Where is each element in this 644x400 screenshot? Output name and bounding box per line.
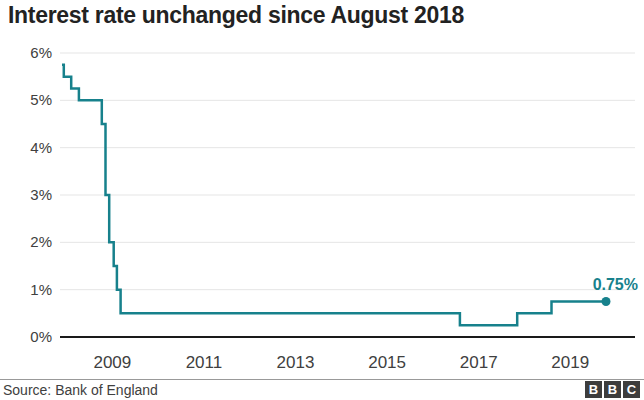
- y-axis-tick-label: 5%: [30, 91, 52, 108]
- end-point-dot: [602, 297, 611, 306]
- y-axis-tick-label: 6%: [30, 44, 52, 61]
- source-label: Source: Bank of England: [3, 382, 158, 398]
- footer-divider: [0, 379, 644, 380]
- x-axis-tick-label: 2017: [460, 353, 498, 372]
- y-axis-tick-label: 1%: [30, 281, 52, 298]
- line-chart: 0% 1% 2% 3% 4% 5% 6% 2009 2011 2013 2015 2017 2019 0.…: [0, 0, 644, 378]
- current-rate-annotation: 0.75%: [593, 276, 638, 293]
- bbc-logo: B B C: [585, 381, 640, 398]
- x-axis-tick-label: 2013: [277, 353, 315, 372]
- x-axis-tick-label: 2009: [93, 353, 131, 372]
- y-axis-tick-label: 0%: [30, 328, 52, 345]
- chart-figure: Interest rate unchanged since August 201…: [0, 0, 644, 400]
- x-axis-tick-label: 2019: [551, 353, 589, 372]
- y-axis-tick-label: 2%: [30, 233, 52, 250]
- bbc-logo-letter: B: [585, 381, 602, 398]
- y-axis-tick-label: 3%: [30, 186, 52, 203]
- y-axis-tick-label: 4%: [30, 139, 52, 156]
- bbc-logo-letter: C: [623, 381, 640, 398]
- x-axis-tick-label: 2011: [186, 353, 223, 372]
- bbc-logo-letter: B: [604, 381, 621, 398]
- x-axis-tick-label: 2015: [368, 353, 406, 372]
